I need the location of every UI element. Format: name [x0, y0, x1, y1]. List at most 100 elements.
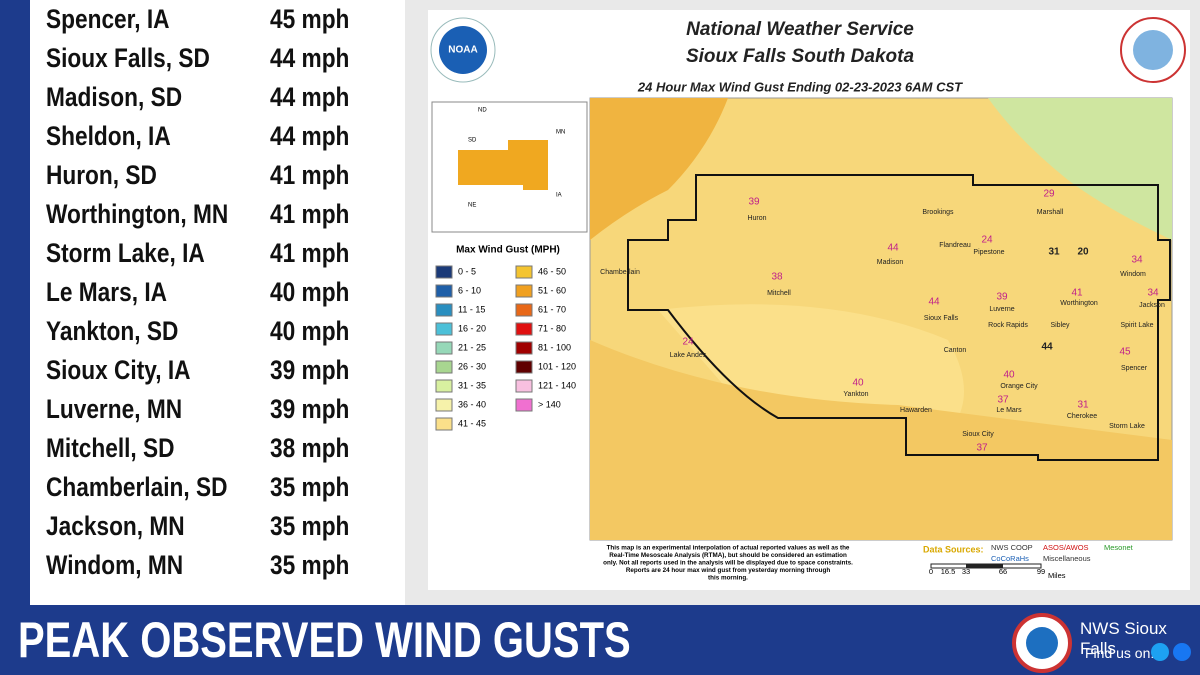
legend-label: 71 - 80: [538, 323, 566, 333]
place-gust: 41: [1071, 288, 1083, 299]
legend-swatch: [515, 379, 533, 393]
inset-label: SD: [468, 138, 477, 144]
legend-label: 121 - 140: [538, 380, 576, 390]
place-gust: 31: [1077, 400, 1089, 411]
place-name: Brookings: [922, 209, 954, 216]
map-patch: [590, 98, 728, 240]
place-gust: 40: [1003, 370, 1015, 381]
legend-swatch: [435, 379, 453, 393]
inset-label: NE: [468, 203, 476, 209]
footer: PEAK OBSERVED WIND GUSTS NWS Sioux Falls…: [0, 605, 1200, 675]
place-gust: 37: [997, 395, 1009, 406]
place-name: Jackson: [1139, 302, 1165, 309]
place-name: Madison, SD: [46, 82, 183, 112]
place-name: Chamberlain, SD: [46, 472, 228, 502]
legend-label: 0 - 5: [458, 266, 476, 276]
place-name: Rock Rapids: [988, 322, 1028, 329]
place-name: Worthington, MN: [46, 199, 229, 229]
place-name: Sioux Falls: [924, 315, 959, 322]
legend-label: 16 - 20: [458, 323, 486, 333]
inset-map: [431, 101, 588, 233]
place-gust: 37: [976, 443, 988, 454]
legend-swatch: [435, 341, 453, 355]
legend-label: 21 - 25: [458, 342, 486, 352]
social-label: Find us on:: [1085, 645, 1155, 661]
scale-label: 0: [929, 567, 933, 576]
place-name: Spencer: [1121, 365, 1148, 372]
legend-label: 51 - 60: [538, 285, 566, 295]
legend-swatch: [515, 341, 533, 355]
legend-swatch: [435, 417, 453, 431]
footer-title: PEAK OBSERVED WIND GUSTS: [18, 612, 631, 668]
place-name: Sibley: [1050, 322, 1070, 329]
noaa-logo-inner: [439, 26, 487, 74]
place-name: Lake Andes: [670, 352, 707, 359]
legend-label: > 140: [538, 399, 561, 409]
place-gust: 24: [981, 235, 993, 246]
main-map: [589, 97, 1173, 541]
gust-value: 35 mph: [270, 472, 350, 502]
side-strip: [0, 0, 30, 605]
legend-label: 81 - 100: [538, 342, 571, 352]
place-name: Jackson, MN: [46, 511, 185, 541]
gust-value: 41 mph: [270, 238, 350, 268]
legend-label: 101 - 120: [538, 361, 576, 371]
place-name: Sioux Falls, SD: [46, 43, 210, 73]
legend-swatch: [435, 360, 453, 374]
map-patch: [988, 98, 1172, 240]
place-name: Storm Lake: [1109, 423, 1145, 430]
disclaimer-line: Reports are 24 hour max wind gust from y…: [626, 567, 830, 574]
doc-logo-inner: [1133, 30, 1173, 70]
map-panel: NOAA National Weather Service Sioux Fall…: [428, 10, 1190, 590]
gust-value: 40 mph: [270, 277, 350, 307]
cwa-boundary: [627, 174, 1171, 461]
place-gust: 39: [996, 292, 1008, 303]
gust-value: 40 mph: [270, 316, 350, 346]
map-title: National Weather Service: [686, 19, 914, 40]
place-gust: 24: [682, 337, 694, 348]
place-name: Sioux City, IA: [46, 355, 191, 385]
source-name: Mesonet: [1104, 543, 1134, 552]
place-name: Pipestone: [973, 249, 1004, 256]
gust-value: 44 mph: [270, 82, 350, 112]
place-gust: 20: [1077, 247, 1089, 258]
legend-swatch: [515, 303, 533, 317]
gust-value: 38 mph: [270, 433, 350, 463]
gust-value: 44 mph: [270, 121, 350, 151]
inset-label: IA: [556, 193, 562, 199]
place-name: Luverne: [989, 306, 1014, 313]
place-name: Huron: [747, 215, 766, 222]
legend-swatch: [515, 360, 533, 374]
twitter-icon[interactable]: [1151, 643, 1169, 661]
gust-value: 41 mph: [270, 160, 350, 190]
place-name: Marshall: [1037, 209, 1064, 216]
legend-swatch: [435, 322, 453, 336]
gust-value: 39 mph: [270, 355, 350, 385]
place-name: Huron, SD: [46, 160, 157, 190]
gust-list: Spencer, IA 45 mph Sioux Falls, SD 44 mph Ma…: [30, 0, 405, 605]
place-name: Le Mars, IA: [46, 277, 167, 307]
scale-label: 99: [1037, 567, 1045, 576]
facebook-icon[interactable]: [1173, 643, 1191, 661]
place-name: Chamberlain: [600, 269, 640, 276]
legend-title: Max Wind Gust (MPH): [456, 245, 560, 256]
place-gust: 34: [1131, 255, 1143, 266]
place-name: Cherokee: [1067, 413, 1097, 420]
legend-label: 36 - 40: [458, 399, 486, 409]
legend-label: 6 - 10: [458, 285, 481, 295]
place-gust: 40: [852, 378, 864, 389]
legend-swatch: [435, 303, 453, 317]
disclaimer-line: this morning.: [708, 575, 748, 582]
place-name: Worthington: [1060, 300, 1098, 307]
place-name: Orange City: [1000, 383, 1038, 390]
legend-label: 11 - 15: [458, 304, 485, 314]
source-name: Miscellaneous: [1043, 554, 1091, 563]
place-name: Madison: [877, 259, 904, 266]
place-name: Windom: [1120, 271, 1146, 278]
nws-logo: [1012, 613, 1072, 673]
map-period: 24 Hour Max Wind Gust Ending 02-23-2023 …: [637, 79, 963, 94]
place-name: Mitchell, SD: [46, 433, 175, 463]
legend-swatch: [515, 398, 533, 412]
place-name: Canton: [944, 347, 967, 354]
source-name: NWS COOP: [991, 543, 1033, 552]
